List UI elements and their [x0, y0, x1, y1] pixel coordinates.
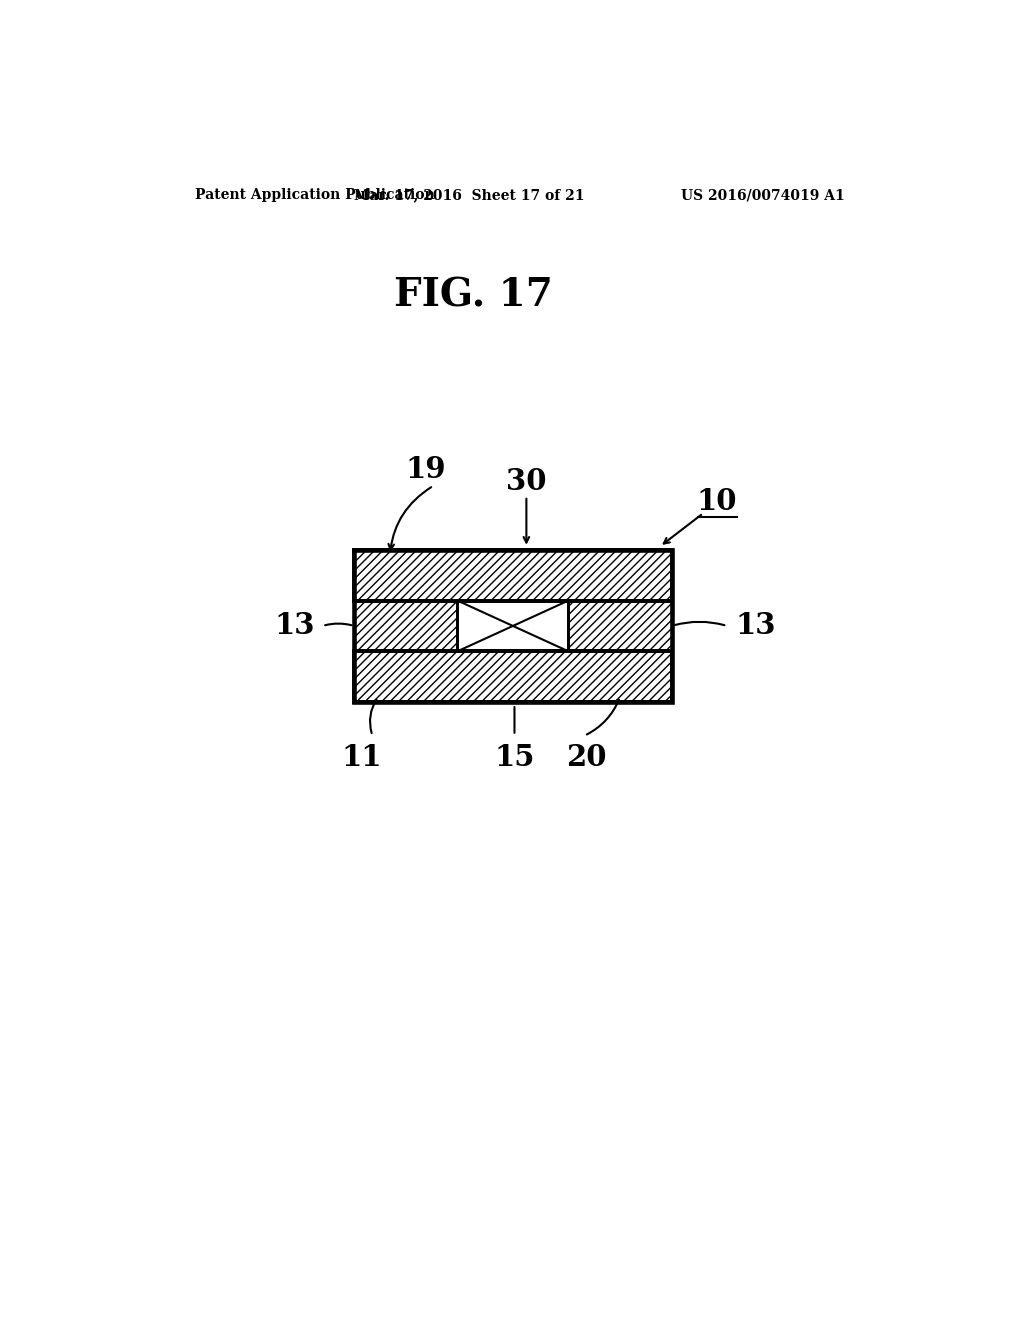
Text: 19: 19	[406, 454, 445, 483]
Text: 10: 10	[696, 487, 737, 516]
Text: 13: 13	[735, 611, 775, 640]
Text: 15: 15	[495, 743, 535, 772]
Bar	[354, 601, 458, 651]
Text: 30: 30	[506, 467, 547, 496]
Bar	[354, 549, 672, 702]
Bar	[458, 601, 568, 651]
Text: US 2016/0074019 A1: US 2016/0074019 A1	[681, 189, 845, 202]
Bar	[354, 549, 672, 601]
Text: Mar. 17, 2016  Sheet 17 of 21: Mar. 17, 2016 Sheet 17 of 21	[354, 189, 585, 202]
Bar	[568, 601, 672, 651]
Bar	[354, 651, 672, 702]
Text: 13: 13	[274, 611, 314, 640]
Text: 11: 11	[342, 743, 382, 772]
Text: Patent Application Publication: Patent Application Publication	[196, 189, 435, 202]
Text: FIG. 17: FIG. 17	[394, 277, 553, 314]
Text: 20: 20	[566, 743, 607, 772]
